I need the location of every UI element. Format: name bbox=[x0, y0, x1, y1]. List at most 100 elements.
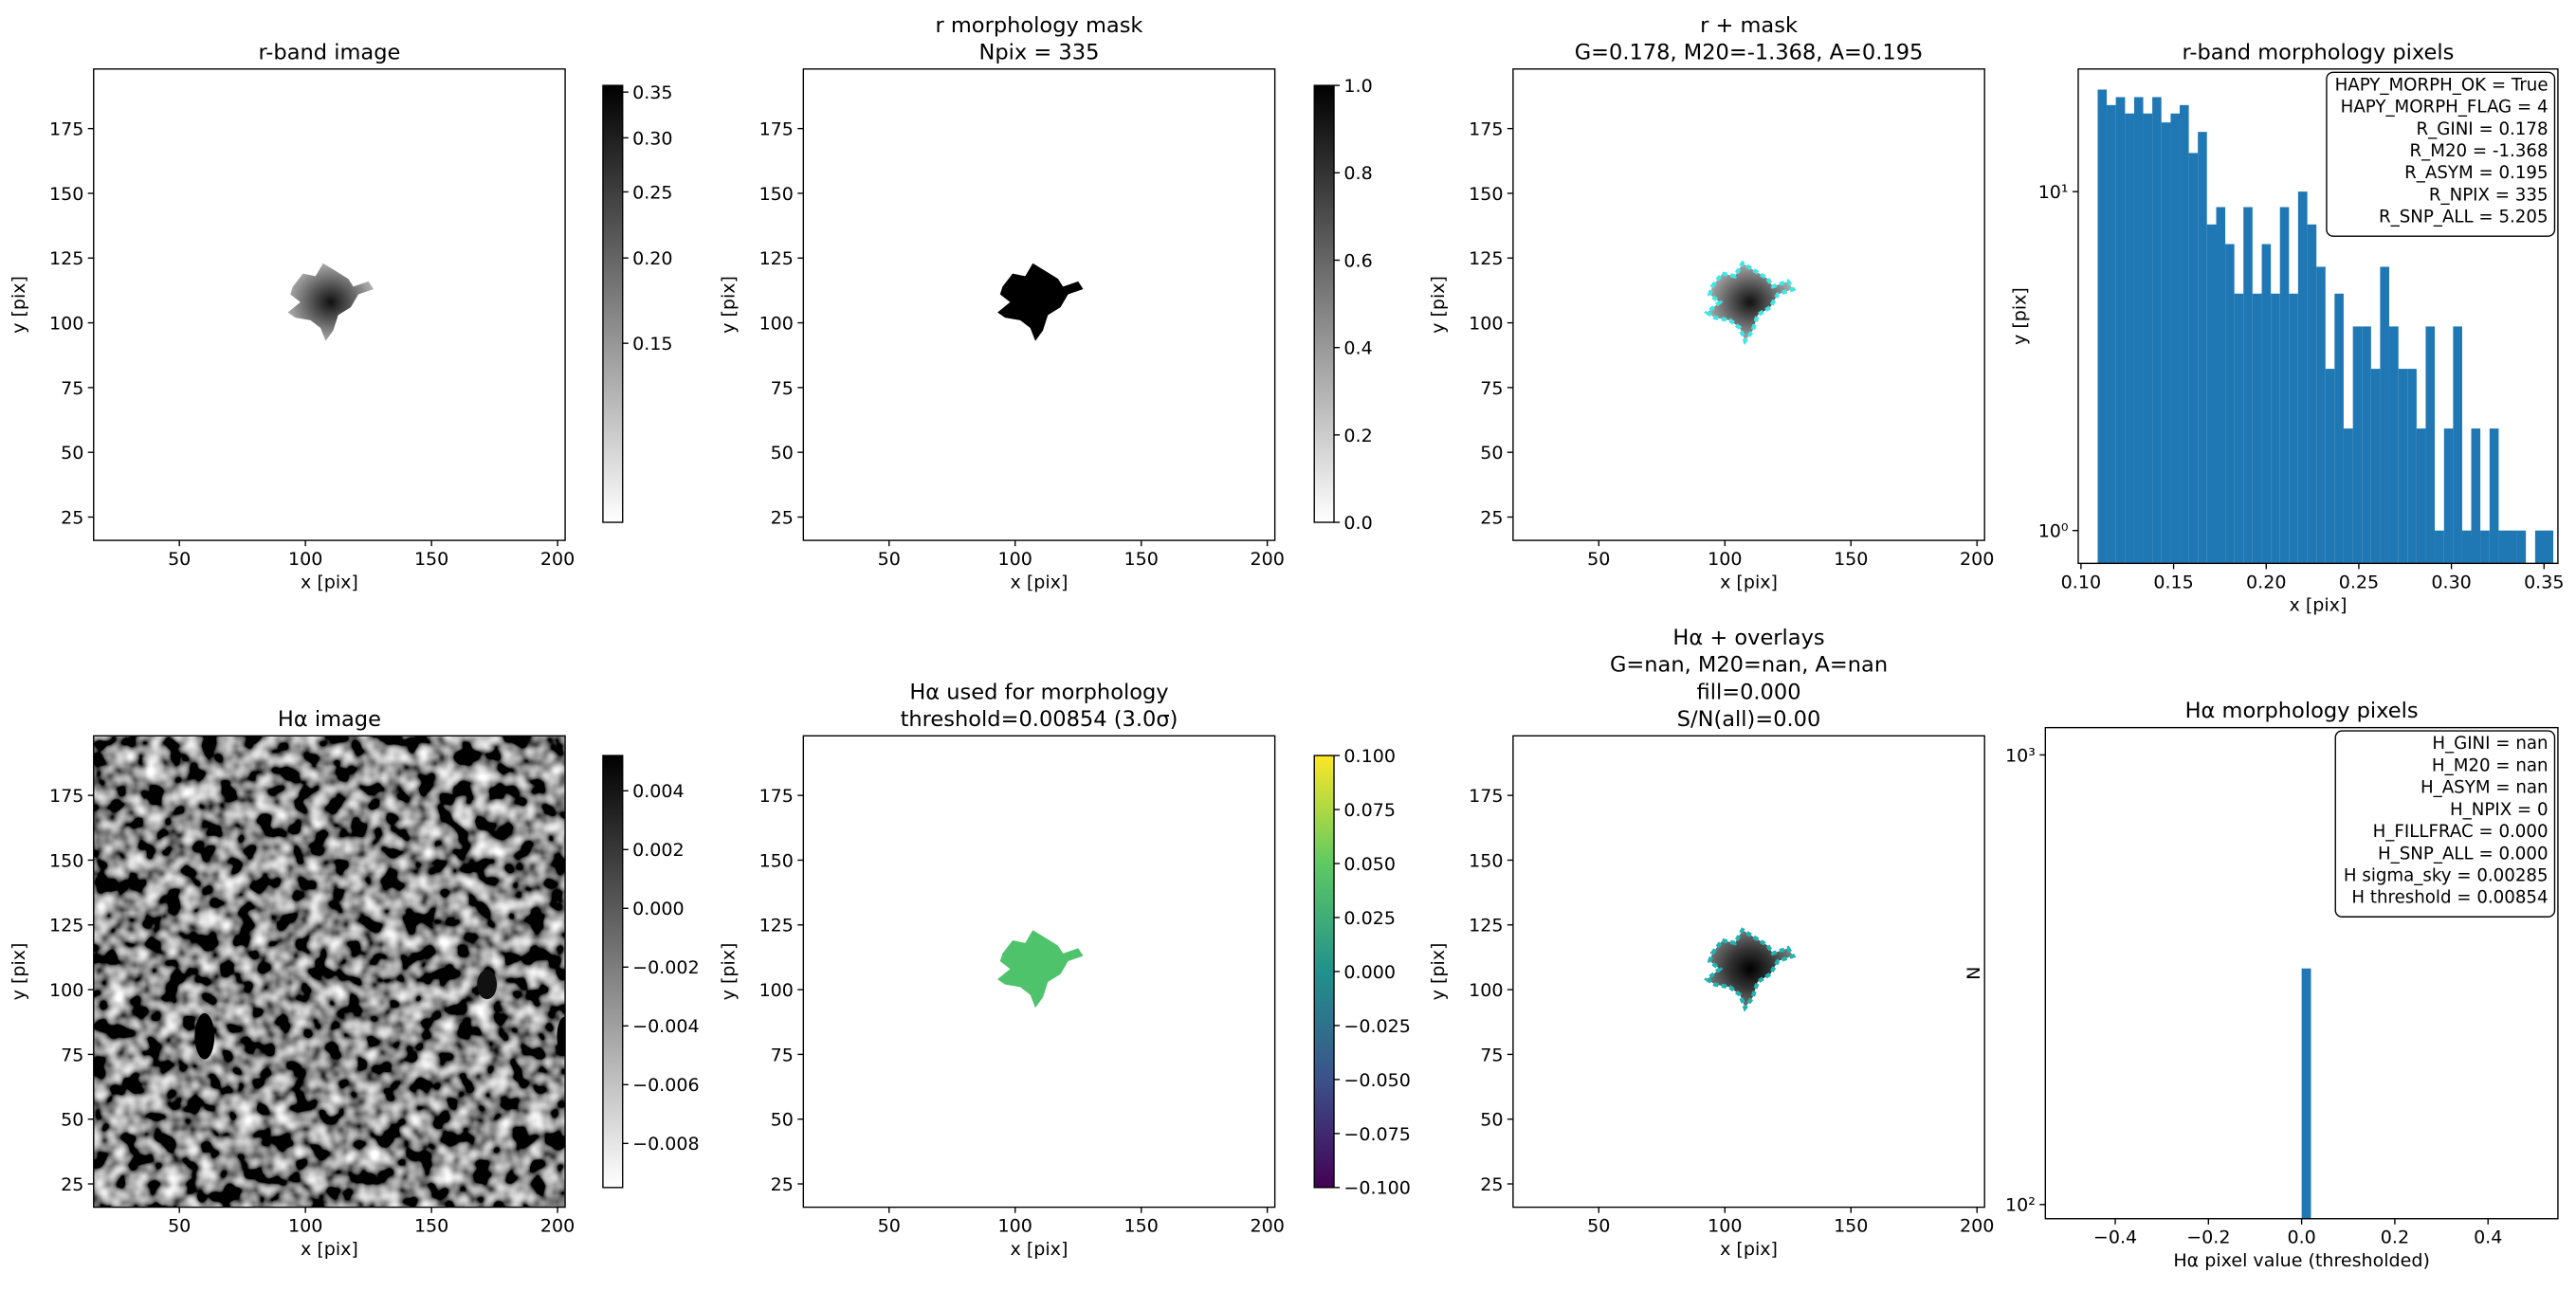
hist-bar bbox=[2243, 207, 2253, 564]
colorbar-tick-label: 0.000 bbox=[632, 899, 685, 919]
hist-bar bbox=[2343, 428, 2353, 564]
colorbar-tick-label: −0.100 bbox=[1343, 1178, 1411, 1199]
y-tick-label: 75 bbox=[1480, 1045, 1503, 1065]
source-blob bbox=[997, 263, 1084, 341]
x-tick-label: 0.25 bbox=[2339, 572, 2379, 592]
hist-bar bbox=[2388, 326, 2399, 564]
colorbar-tick-label: −0.025 bbox=[1343, 1016, 1411, 1037]
annotation-box bbox=[2326, 71, 2556, 237]
y-tick-label: 150 bbox=[1469, 850, 1503, 871]
y-tick-label: 125 bbox=[759, 248, 794, 269]
hist-bar bbox=[2170, 113, 2181, 564]
panel-title: Npix = 335 bbox=[979, 40, 1100, 64]
axes-frame bbox=[1512, 735, 1985, 1209]
panel-title: S/N(all)=0.00 bbox=[1677, 707, 1821, 732]
x-tick-label: 100 bbox=[1708, 1216, 1742, 1237]
panel-title: r + mask bbox=[1700, 13, 1798, 38]
colorbar-tick-label: 0.075 bbox=[1343, 800, 1396, 821]
y-tick-label: 25 bbox=[771, 1174, 794, 1195]
colorbar-tick-label: −0.004 bbox=[632, 1016, 700, 1037]
hist-bar bbox=[2498, 530, 2508, 564]
hist-bar bbox=[2225, 244, 2235, 564]
y-tick-label: 125 bbox=[49, 248, 83, 269]
colorbar bbox=[602, 84, 624, 523]
hist-bar bbox=[2188, 153, 2199, 564]
plot-area bbox=[997, 930, 1084, 1009]
panel-title: r morphology mask bbox=[935, 13, 1142, 38]
hist-bar bbox=[2435, 530, 2444, 564]
x-tick-label: 150 bbox=[414, 549, 448, 570]
dark-blob bbox=[477, 970, 498, 1000]
y-tick-label: 150 bbox=[759, 184, 794, 205]
hist-bar bbox=[2271, 293, 2280, 564]
colorbar bbox=[1313, 755, 1335, 1189]
colorbar-tick-label: 0.2 bbox=[1343, 426, 1372, 446]
annotation-line: H_SNP_ALL = 0.000 bbox=[2378, 844, 2549, 864]
colorbar-tick-label: 0.6 bbox=[1343, 250, 1372, 271]
colorbar-tick-label: −0.006 bbox=[632, 1075, 700, 1096]
y-tick-label: 75 bbox=[771, 1045, 794, 1065]
y-tick-label: 75 bbox=[61, 378, 83, 399]
hist-bar bbox=[2097, 89, 2108, 564]
panel: 50 100 150 200 25 50 75 100 125 150 175 r-band imag… bbox=[9, 40, 673, 592]
hist-bar bbox=[2161, 122, 2171, 564]
x-axis-label: x [pix] bbox=[301, 1239, 358, 1260]
panel-title: fill=0.000 bbox=[1697, 680, 1801, 704]
y-tick-label: 125 bbox=[1469, 916, 1503, 936]
axes-frame bbox=[93, 68, 566, 541]
x-tick-label: 0.0 bbox=[2287, 1227, 2315, 1248]
annotation-line: HAPY_MORPH_FLAG = 4 bbox=[2341, 98, 2549, 118]
y-tick-label: 175 bbox=[1469, 119, 1503, 140]
panel: −0.4 −0.2 0.0 0.2 0.4 10² 10³ Hα morphology pix… bbox=[1964, 699, 2559, 1271]
x-axis-label: Hα pixel value (thresholded) bbox=[2173, 1250, 2430, 1271]
axes-frame bbox=[1512, 68, 1985, 541]
hist-bar bbox=[2471, 428, 2481, 564]
y-tick-label: 75 bbox=[1480, 378, 1503, 399]
x-tick-label: 0.2 bbox=[2381, 1227, 2409, 1248]
hist-bar bbox=[2316, 266, 2326, 564]
hist-bar bbox=[2398, 369, 2408, 564]
axes-frame bbox=[2077, 68, 2559, 565]
y-tick-label: 125 bbox=[1469, 248, 1503, 269]
plot-area bbox=[2097, 89, 2554, 564]
hist-bar bbox=[2425, 326, 2436, 564]
x-tick-label: 50 bbox=[878, 1216, 901, 1237]
plot-area bbox=[2301, 968, 2311, 1219]
y-tick-label: 10² bbox=[2005, 1195, 2036, 1216]
panel-title: G=nan, M20=nan, A=nan bbox=[1610, 653, 1888, 678]
x-tick-label: 0.15 bbox=[2153, 572, 2193, 592]
panel-title: Hα image bbox=[278, 707, 381, 732]
colorbar bbox=[602, 755, 624, 1189]
hist-bar bbox=[2125, 113, 2134, 564]
colorbar-tick-label: −0.008 bbox=[632, 1134, 700, 1155]
y-tick-label: 10¹ bbox=[2038, 182, 2069, 203]
x-tick-label: 100 bbox=[288, 1216, 322, 1237]
colorbar-tick-label: 0.100 bbox=[1343, 746, 1396, 767]
x-tick-label: 50 bbox=[878, 549, 901, 570]
hist-bar bbox=[2234, 293, 2244, 564]
y-tick-label: 150 bbox=[759, 850, 794, 871]
hist-bar bbox=[2443, 428, 2454, 564]
hist-bar bbox=[2544, 530, 2554, 564]
colorbar-tick-label: 0.8 bbox=[1343, 163, 1372, 184]
colorbar-tick-label: 0.25 bbox=[632, 182, 672, 203]
colorbar-tick-label: 0.050 bbox=[1343, 854, 1396, 875]
hist-bar bbox=[2107, 104, 2116, 564]
y-tick-label: 10⁰ bbox=[2038, 521, 2069, 542]
y-tick-label: 100 bbox=[49, 980, 83, 1001]
x-tick-label: 150 bbox=[414, 1216, 448, 1237]
image-noise bbox=[93, 736, 566, 1208]
panel: 50 100 150 200 25 50 75 100 125 150 175 Hα image x [… bbox=[9, 707, 700, 1260]
x-tick-label: 50 bbox=[1587, 549, 1610, 570]
colorbar-tick-label: 0.0 bbox=[1343, 513, 1372, 534]
y-tick-label: 50 bbox=[771, 1110, 794, 1131]
panel: 50 100 150 200 25 50 75 100 125 150 175 r morpholog… bbox=[719, 13, 1373, 593]
annotation-line: R_M20 = -1.368 bbox=[2410, 141, 2549, 161]
hist-bar bbox=[2352, 326, 2363, 564]
panel-title: Hα used for morphology bbox=[909, 680, 1168, 704]
y-tick-label: 100 bbox=[1469, 980, 1503, 1001]
y-tick-label: 125 bbox=[49, 916, 83, 936]
hist-bar bbox=[2334, 293, 2344, 564]
colorbar-tick-label: 0.025 bbox=[1343, 908, 1396, 929]
y-tick-label: 25 bbox=[61, 1174, 83, 1195]
